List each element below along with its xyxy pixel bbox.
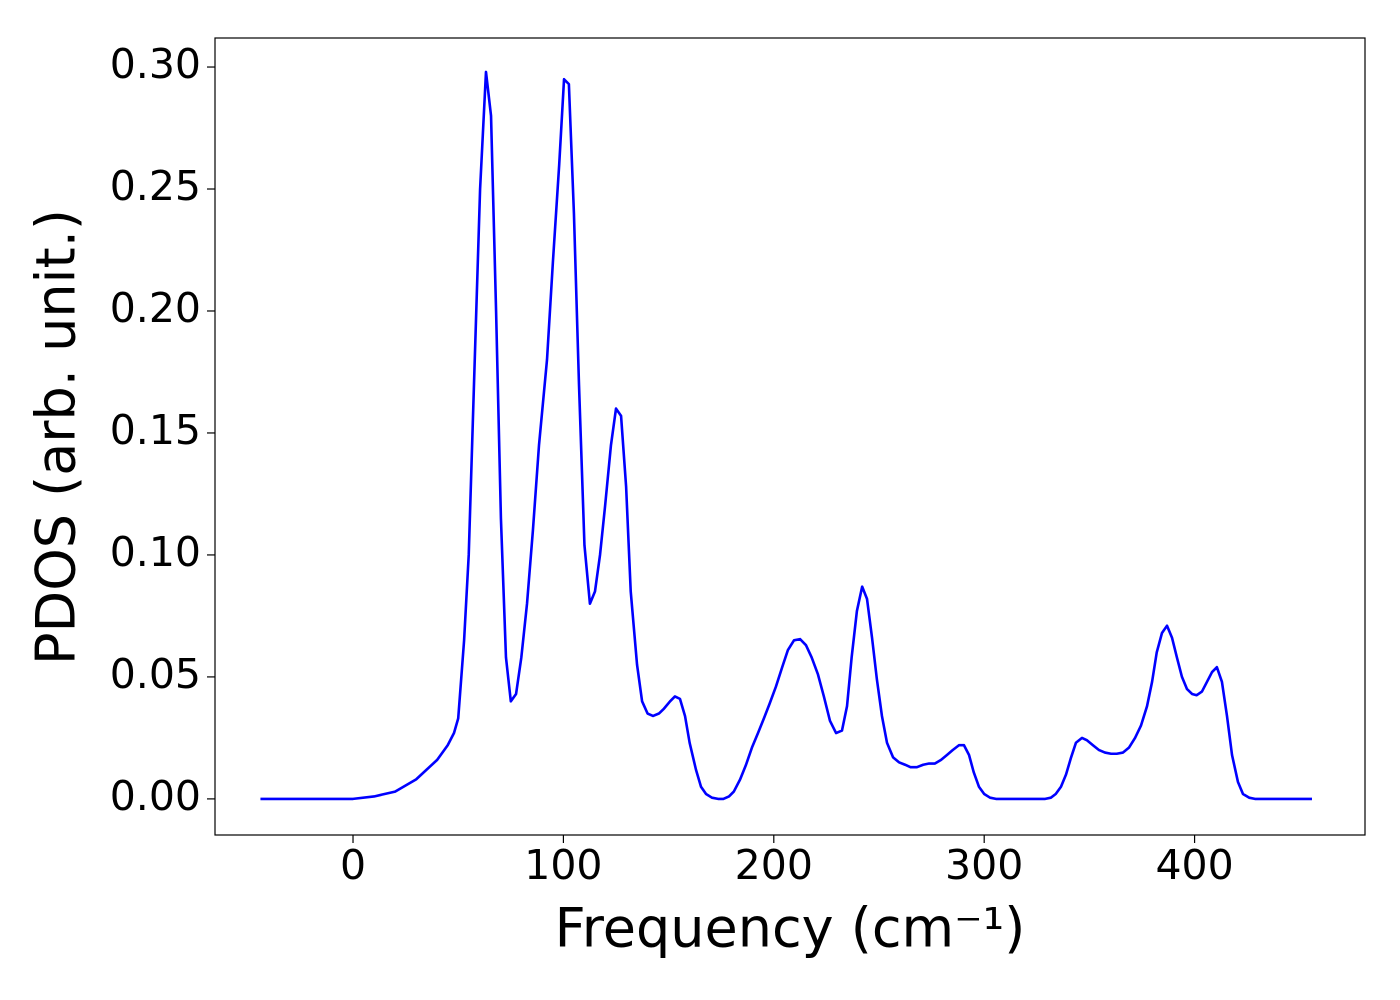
x-axis-label: Frequency (cm⁻¹)	[555, 897, 1026, 960]
data-line	[260, 70, 1312, 801]
x-tick-label: 0	[340, 841, 366, 889]
y-tick-label: 0.20	[110, 284, 201, 332]
y-tick-label: 0.30	[110, 40, 201, 88]
y-tick-label: 0.00	[110, 772, 201, 820]
x-tick-label: 400	[1155, 841, 1233, 889]
y-tick-label: 0.10	[110, 528, 201, 576]
y-tick-label: 0.05	[110, 650, 201, 698]
y-tick-label: 0.25	[110, 162, 201, 210]
x-tick-label: 200	[735, 841, 813, 889]
x-tick-label: 300	[945, 841, 1023, 889]
y-tick-label: 0.15	[110, 406, 201, 454]
y-axis-label: PDOS (arb. unit.)	[25, 209, 88, 665]
x-tick-label: 100	[524, 841, 602, 889]
plot-frame	[214, 37, 1366, 836]
